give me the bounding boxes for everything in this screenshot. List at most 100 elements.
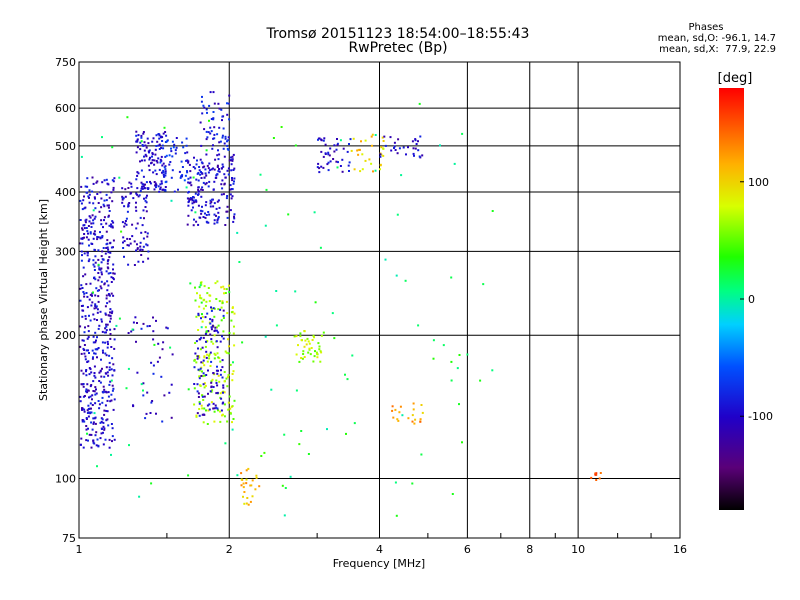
data-point <box>146 235 149 238</box>
data-point <box>199 121 202 124</box>
data-point <box>101 401 104 404</box>
data-point <box>411 420 414 423</box>
data-point <box>158 168 161 171</box>
data-point <box>103 283 106 286</box>
data-point <box>213 202 216 205</box>
data-point <box>233 213 236 216</box>
data-point <box>218 300 221 303</box>
data-point <box>201 95 203 98</box>
data-point <box>92 356 94 359</box>
data-point <box>100 206 103 209</box>
data-point <box>110 292 113 295</box>
data-point <box>225 377 228 380</box>
y-tick-label: 600 <box>55 102 76 115</box>
data-point <box>102 385 105 388</box>
data-point <box>100 318 103 321</box>
data-point <box>147 257 150 260</box>
data-point <box>221 136 224 139</box>
data-point <box>89 319 92 322</box>
data-point <box>112 268 114 271</box>
data-point <box>146 244 149 247</box>
data-point <box>208 408 211 411</box>
data-point <box>92 237 95 240</box>
data-point <box>242 495 244 498</box>
data-point <box>317 342 320 345</box>
data-point <box>204 168 207 171</box>
data-point <box>82 291 85 293</box>
data-point <box>86 295 89 298</box>
data-point <box>142 209 145 212</box>
data-point <box>201 320 204 323</box>
data-point <box>203 165 206 168</box>
data-point <box>189 170 192 173</box>
data-point <box>217 216 220 219</box>
data-point <box>107 204 110 207</box>
data-point <box>223 371 226 373</box>
data-point <box>113 347 116 350</box>
data-point <box>129 242 132 245</box>
data-point <box>93 318 96 321</box>
data-point <box>227 401 230 404</box>
data-point <box>322 331 325 334</box>
data-point <box>322 166 325 169</box>
data-point <box>219 140 222 143</box>
data-point <box>419 418 422 421</box>
data-point <box>230 197 233 200</box>
data-point <box>320 150 323 153</box>
data-point <box>219 420 222 423</box>
data-point <box>112 387 115 390</box>
data-point <box>94 393 97 396</box>
data-point <box>199 384 202 387</box>
data-point <box>227 139 230 142</box>
data-point <box>85 227 88 229</box>
data-point <box>88 215 91 218</box>
data-point <box>210 328 213 331</box>
data-point <box>305 343 308 346</box>
data-point <box>98 380 101 382</box>
data-point <box>201 315 204 318</box>
data-point <box>250 484 253 487</box>
data-point <box>136 371 139 374</box>
data-point <box>109 317 112 320</box>
data-point <box>300 430 303 432</box>
data-point <box>361 153 364 156</box>
data-point <box>220 286 223 289</box>
data-point <box>106 242 109 245</box>
data-point <box>194 192 197 195</box>
data-point <box>130 191 133 194</box>
data-point <box>97 263 100 266</box>
data-point <box>461 132 464 135</box>
data-point <box>414 147 417 150</box>
data-point <box>353 168 356 171</box>
data-point <box>149 182 152 185</box>
data-point <box>94 331 97 334</box>
data-point <box>151 153 154 156</box>
data-point <box>172 146 175 149</box>
data-point <box>213 213 216 216</box>
data-point <box>299 335 302 338</box>
data-point <box>213 222 216 225</box>
data-point <box>85 236 88 239</box>
data-point <box>210 309 213 312</box>
data-point <box>382 147 385 150</box>
data-point <box>217 102 220 105</box>
data-point <box>198 338 201 341</box>
data-point <box>89 293 92 296</box>
data-point <box>127 367 130 370</box>
data-point <box>347 164 350 167</box>
x-tick-label: 8 <box>526 543 533 556</box>
data-point <box>421 411 424 414</box>
data-point <box>109 308 112 311</box>
data-point <box>160 182 163 185</box>
data-point <box>220 369 222 372</box>
data-point <box>225 300 228 303</box>
data-point <box>212 386 215 388</box>
data-point <box>307 351 310 354</box>
data-point <box>106 302 109 305</box>
data-point <box>360 140 362 143</box>
data-point <box>87 225 90 227</box>
data-point <box>80 155 83 158</box>
data-point <box>138 495 141 498</box>
data-point <box>200 171 202 173</box>
data-point <box>92 439 95 442</box>
